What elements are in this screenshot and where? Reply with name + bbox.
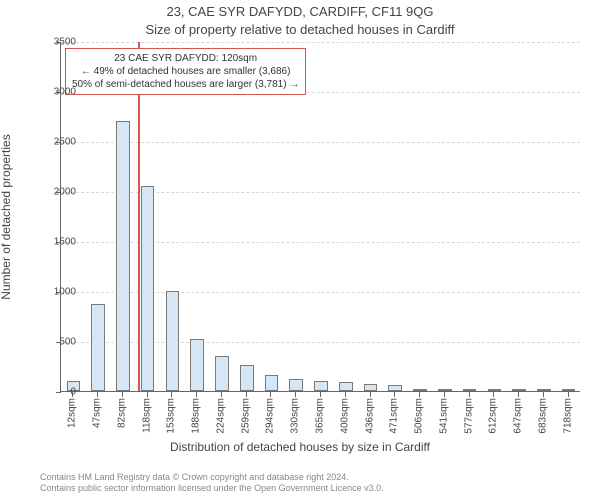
xtick-mark <box>493 392 494 397</box>
footer-attribution: Contains HM Land Registry data © Crown c… <box>40 472 592 495</box>
histogram-bar <box>91 304 105 391</box>
x-axis-label: Distribution of detached houses by size … <box>0 440 600 454</box>
xtick-mark <box>246 392 247 397</box>
histogram-bar <box>537 389 551 391</box>
xtick-label: 400sqm <box>339 398 350 434</box>
xtick-mark <box>97 392 98 397</box>
histogram-bar <box>562 389 576 391</box>
annotation-line: 50% of semi-detached houses are larger (… <box>72 78 299 91</box>
ytick-label: 0 <box>36 387 76 398</box>
plot-area: 23 CAE SYR DAFYDD: 120sqm← 49% of detach… <box>60 42 580 392</box>
annotation-line: ← 49% of detached houses are smaller (3,… <box>72 65 299 78</box>
xtick-label: 82sqm <box>116 398 127 428</box>
histogram-bar <box>488 389 502 391</box>
xtick-mark <box>221 392 222 397</box>
y-axis-label: Number of detached properties <box>0 134 13 299</box>
xtick-label: 47sqm <box>92 398 103 428</box>
xtick-label: 647sqm <box>513 398 524 434</box>
ytick-label: 3000 <box>36 87 76 98</box>
histogram-bar <box>314 381 328 391</box>
histogram-bar <box>438 389 452 391</box>
xtick-label: 330sqm <box>290 398 301 434</box>
histogram-bar <box>240 365 254 391</box>
xtick-mark <box>568 392 569 397</box>
histogram-bar <box>141 186 155 391</box>
ytick-label: 3500 <box>36 37 76 48</box>
xtick-mark <box>469 392 470 397</box>
xtick-label: 12sqm <box>67 398 78 428</box>
chart-title-line2: Size of property relative to detached ho… <box>0 22 600 37</box>
histogram-bar <box>289 379 303 391</box>
histogram-bar <box>215 356 229 391</box>
ytick-label: 1000 <box>36 287 76 298</box>
xtick-label: 683sqm <box>537 398 548 434</box>
xtick-mark <box>320 392 321 397</box>
histogram-bar <box>190 339 204 391</box>
xtick-label: 294sqm <box>265 398 276 434</box>
xtick-mark <box>444 392 445 397</box>
xtick-mark <box>543 392 544 397</box>
xtick-mark <box>171 392 172 397</box>
xtick-mark <box>122 392 123 397</box>
xtick-label: 188sqm <box>191 398 202 434</box>
histogram-bar <box>364 384 378 391</box>
xtick-label: 153sqm <box>166 398 177 434</box>
chart-title-line1: 23, CAE SYR DAFYDD, CARDIFF, CF11 9QG <box>0 4 600 19</box>
xtick-mark <box>295 392 296 397</box>
xtick-mark <box>196 392 197 397</box>
histogram-bar <box>463 389 477 391</box>
x-axis-tickmarks <box>60 392 580 397</box>
annotation-line: 23 CAE SYR DAFYDD: 120sqm <box>72 52 299 65</box>
histogram-bar <box>388 385 402 391</box>
ytick-label: 500 <box>36 337 76 348</box>
xtick-label: 718sqm <box>562 398 573 434</box>
xtick-label: 436sqm <box>364 398 375 434</box>
histogram-bar <box>116 121 130 391</box>
xtick-label: 224sqm <box>215 398 226 434</box>
ytick-label: 1500 <box>36 237 76 248</box>
histogram-bar <box>413 389 427 391</box>
footer-line2: Contains public sector information licen… <box>40 483 592 494</box>
ytick-label: 2500 <box>36 137 76 148</box>
histogram-bar <box>265 375 279 391</box>
xtick-label: 577sqm <box>463 398 474 434</box>
footer-line1: Contains HM Land Registry data © Crown c… <box>40 472 592 483</box>
xtick-label: 259sqm <box>240 398 251 434</box>
xtick-label: 541sqm <box>438 398 449 434</box>
xtick-mark <box>518 392 519 397</box>
xtick-mark <box>394 392 395 397</box>
histogram-bar <box>166 291 180 391</box>
xtick-label: 506sqm <box>414 398 425 434</box>
xtick-mark <box>419 392 420 397</box>
annotation-box: 23 CAE SYR DAFYDD: 120sqm← 49% of detach… <box>65 48 306 95</box>
xtick-label: 471sqm <box>389 398 400 434</box>
ytick-label: 2000 <box>36 187 76 198</box>
xtick-mark <box>147 392 148 397</box>
xtick-mark <box>370 392 371 397</box>
xtick-mark <box>345 392 346 397</box>
xtick-mark <box>270 392 271 397</box>
xtick-label: 118sqm <box>141 398 152 433</box>
chart-container: 23, CAE SYR DAFYDD, CARDIFF, CF11 9QG Si… <box>0 0 600 500</box>
xtick-label: 612sqm <box>488 398 499 434</box>
histogram-bar <box>512 389 526 391</box>
xtick-label: 365sqm <box>315 398 326 434</box>
histogram-bar <box>339 382 353 391</box>
